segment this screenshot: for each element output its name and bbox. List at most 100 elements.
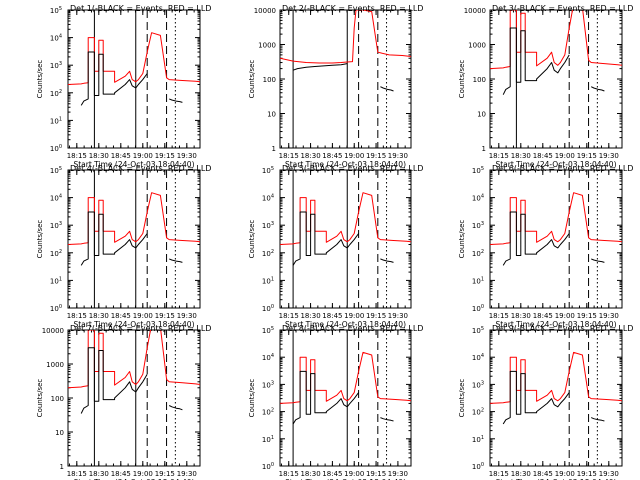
x-tick-label: 18:30 bbox=[300, 470, 320, 478]
plot-area bbox=[68, 10, 200, 148]
y-tick-label: 101 bbox=[50, 116, 62, 125]
y-tick-label: 102 bbox=[50, 89, 62, 98]
x-tick-label: 19:30 bbox=[177, 312, 197, 320]
x-tick-label: 19:00 bbox=[555, 152, 575, 160]
x-tick-label: 18:15 bbox=[279, 152, 299, 160]
y-tick-label: 103 bbox=[472, 380, 484, 389]
x-tick-label: 18:15 bbox=[67, 470, 87, 478]
events-series-line bbox=[380, 86, 394, 92]
events-series-line bbox=[80, 51, 148, 106]
y-axis-label: Counts/sec bbox=[458, 379, 466, 418]
y-tick-label: 1 bbox=[482, 145, 486, 153]
events-series-line bbox=[292, 370, 360, 425]
y-tick-label: 103 bbox=[472, 221, 484, 230]
events-series-line bbox=[168, 405, 183, 411]
x-tick-label: 18:30 bbox=[300, 312, 320, 320]
x-tick-label: 18:45 bbox=[322, 470, 342, 478]
detector-panel-2: 1 10 100 1000 10000 18:15 18:30 18:45 19:00 19:15… bbox=[248, 4, 423, 169]
x-tick-label: 18:15 bbox=[489, 312, 509, 320]
x-tick-label: 19:00 bbox=[344, 152, 364, 160]
x-tick-label: 18:15 bbox=[67, 312, 87, 320]
x-tick-label: 19:30 bbox=[177, 470, 197, 478]
x-tick-label: 19:00 bbox=[555, 312, 575, 320]
plot-area bbox=[490, 170, 622, 308]
x-tick-label: 19:00 bbox=[344, 312, 364, 320]
events-series-line bbox=[591, 417, 605, 422]
x-tick-label: 19:30 bbox=[599, 152, 619, 160]
y-tick-label: 1000 bbox=[468, 42, 486, 50]
x-axis-label: Start Time (24-Oct-03 18:04:40) bbox=[73, 320, 194, 329]
x-axis-label: Start Time (24-Oct-03 18:04:40) bbox=[73, 160, 194, 169]
x-tick-label: 18:45 bbox=[111, 470, 131, 478]
plot-frame bbox=[279, 169, 412, 309]
x-tick-label: 18:45 bbox=[111, 152, 131, 160]
y-tick-label: 104 bbox=[472, 194, 484, 203]
x-tick-label: 18:15 bbox=[279, 312, 299, 320]
x-axis-label: Start Time (24-Oct-03 18:04:40) bbox=[285, 160, 406, 169]
plot-area bbox=[280, 10, 411, 148]
x-axis-label: Start Time (24-Oct-03 18:04:40) bbox=[73, 478, 194, 480]
x-tick-label: 19:30 bbox=[388, 152, 408, 160]
plot-area bbox=[68, 170, 200, 308]
lld-series-line bbox=[280, 10, 411, 64]
y-axis-label: Counts/sec bbox=[458, 60, 466, 99]
x-tick-label: 18:45 bbox=[533, 312, 553, 320]
x-axis-label: Start Time (24-Oct-03 18:04:40) bbox=[495, 478, 616, 480]
y-tick-label: 103 bbox=[50, 221, 62, 230]
panel-title: Det 8(-BLACK = Events, RED = LLD bbox=[282, 324, 423, 333]
y-tick-label: 102 bbox=[472, 249, 484, 258]
x-tick-label: 18:45 bbox=[533, 470, 553, 478]
y-axis-label: Counts/sec bbox=[248, 220, 256, 259]
events-series-line bbox=[590, 86, 605, 92]
lld-series-line bbox=[68, 330, 200, 389]
plot-frame bbox=[489, 169, 623, 309]
plot-area bbox=[280, 330, 411, 466]
y-axis-label: Counts/sec bbox=[36, 60, 44, 99]
x-axis-label: Start Time (24-Oct-03 18:04:40) bbox=[495, 320, 616, 329]
x-tick-label: 18:30 bbox=[511, 312, 531, 320]
y-tick-label: 103 bbox=[262, 380, 274, 389]
events-series-line bbox=[292, 63, 348, 71]
plot-area bbox=[68, 330, 200, 466]
x-tick-label: 19:00 bbox=[133, 312, 153, 320]
y-tick-label: 100 bbox=[50, 304, 62, 313]
y-tick-label: 103 bbox=[50, 61, 62, 70]
events-series-line bbox=[380, 417, 394, 422]
x-tick-label: 18:30 bbox=[89, 312, 109, 320]
y-tick-label: 101 bbox=[472, 435, 484, 444]
y-tick-label: 10000 bbox=[464, 7, 486, 15]
x-tick-label: 18:15 bbox=[489, 152, 509, 160]
panel-title: Det 1(-BLACK = Events, RED = LLD bbox=[70, 4, 211, 13]
y-tick-label: 100 bbox=[262, 462, 274, 471]
x-tick-label: 19:00 bbox=[133, 152, 153, 160]
x-tick-label: 19:00 bbox=[555, 470, 575, 478]
lld-series-line bbox=[68, 32, 200, 85]
x-tick-label: 19:30 bbox=[388, 470, 408, 478]
x-tick-label: 19:15 bbox=[577, 470, 597, 478]
events-series-line bbox=[591, 258, 605, 263]
lld-series-line bbox=[280, 351, 411, 404]
y-tick-label: 104 bbox=[50, 194, 62, 203]
x-tick-label: 18:15 bbox=[489, 470, 509, 478]
x-tick-label: 19:15 bbox=[577, 312, 597, 320]
y-tick-label: 105 bbox=[50, 6, 62, 15]
y-tick-label: 105 bbox=[50, 166, 62, 175]
events-series-line bbox=[80, 347, 148, 414]
events-series-line bbox=[292, 211, 360, 266]
y-tick-label: 100 bbox=[51, 395, 64, 403]
x-tick-label: 18:45 bbox=[111, 312, 131, 320]
y-tick-label: 105 bbox=[262, 166, 274, 175]
y-tick-label: 100 bbox=[472, 462, 484, 471]
plot-area bbox=[280, 170, 411, 308]
x-tick-label: 19:15 bbox=[577, 152, 597, 160]
x-tick-label: 18:30 bbox=[511, 470, 531, 478]
x-tick-label: 18:45 bbox=[322, 312, 342, 320]
lld-series-line bbox=[280, 192, 411, 245]
y-tick-label: 10000 bbox=[42, 327, 64, 335]
x-tick-label: 18:30 bbox=[300, 152, 320, 160]
events-series-line bbox=[169, 98, 183, 103]
